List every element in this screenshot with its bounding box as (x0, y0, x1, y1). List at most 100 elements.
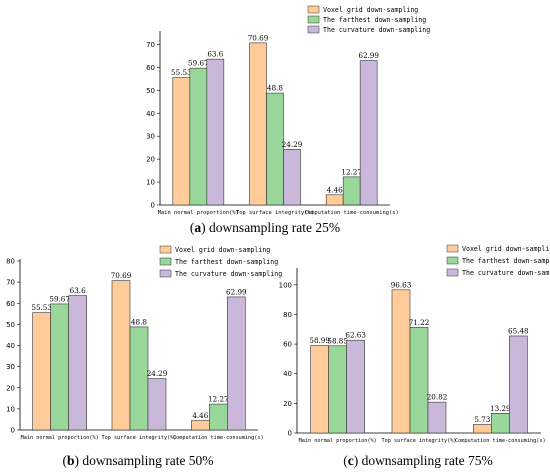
y-tick-label: 0 (288, 430, 292, 438)
category-label: Computation time-consuming(s) (455, 438, 546, 444)
bar-1 (32, 312, 51, 431)
data-label: 48.8 (267, 84, 283, 93)
bar-2 (266, 92, 284, 206)
data-label: 58.99 (309, 336, 330, 345)
y-tick-label: 70 (6, 279, 15, 287)
legend-swatch-3 (159, 269, 172, 278)
legend-swatch-3 (307, 25, 320, 34)
category-label: Main normal proportion(%) (158, 210, 239, 216)
caption-panel-letter: a (194, 220, 201, 235)
bar-1 (391, 289, 411, 434)
caption-open-paren: ( (343, 453, 348, 468)
bar-2 (491, 413, 510, 434)
bar-1 (325, 194, 344, 206)
caption-close-paren: ) (354, 453, 362, 468)
caption-text: downsampling rate 25% (209, 220, 340, 235)
legend-label-2: The farthest down-sampling (323, 16, 426, 24)
y-tick-label: 20 (6, 384, 15, 392)
legend-label-1: Voxel grid down-sampling (323, 6, 418, 14)
y-tick-label: 70 (146, 41, 155, 49)
caption-open-paren: ( (62, 453, 67, 468)
category-label: Computation time-consuming(s) (305, 210, 399, 216)
data-label: 12.27 (341, 167, 362, 176)
legend-swatch-1 (159, 245, 172, 254)
legend-label-3: The curvature down-sampling (323, 26, 430, 34)
data-label: 20.82 (427, 393, 448, 402)
y-tick-label: 60 (283, 341, 292, 349)
legend-swatch-1 (446, 244, 459, 253)
bar-1 (172, 77, 191, 206)
data-label: 70.69 (248, 33, 269, 42)
bar-2 (129, 326, 149, 431)
bar-1 (111, 280, 131, 431)
y-tick-label: 0 (11, 427, 15, 435)
caption-text: downsampling rate 75% (362, 453, 493, 468)
data-label: 48.8 (131, 317, 147, 326)
legend-label-2: The farthest down-sampling (175, 258, 278, 266)
data-label: 62.63 (345, 331, 366, 340)
bar-3 (68, 295, 87, 431)
y-tick-label: 30 (6, 363, 15, 371)
y-tick-label: 50 (146, 87, 155, 95)
data-label: 5.73 (474, 415, 490, 424)
legend-swatch-3 (446, 268, 459, 277)
bar-3 (359, 60, 378, 206)
data-label: 58.85 (327, 336, 348, 345)
data-label: 55.53 (31, 303, 52, 312)
caption-close-paren: ) (201, 220, 209, 235)
bar-2 (189, 67, 208, 206)
data-label: 13.29 (490, 404, 511, 413)
y-tick-label: 60 (6, 300, 15, 308)
data-label: 96.63 (391, 280, 412, 289)
caption-panel-letter: b (67, 453, 75, 468)
bar-3 (147, 378, 167, 431)
y-tick-label: 10 (146, 179, 155, 187)
legend-label-1: Voxel grid down-sampling (462, 245, 550, 253)
bar-2 (328, 345, 347, 434)
data-label: 63.6 (207, 50, 223, 59)
y-tick-label: 20 (283, 400, 292, 408)
category-label: Computation time-consuming(s) (173, 435, 264, 441)
y-tick-label: 0 (151, 202, 155, 210)
bar-3 (427, 401, 447, 434)
data-label: 4.46 (327, 185, 343, 194)
data-label: 24.29 (282, 140, 303, 149)
panel-caption: (a) downsampling rate 25% (190, 220, 340, 235)
caption-open-paren: ( (190, 220, 195, 235)
y-tick-label: 20 (146, 156, 155, 164)
data-label: 24.29 (147, 369, 168, 378)
data-label: 65.48 (508, 326, 529, 335)
bar-1 (249, 42, 267, 206)
data-label: 12.27 (208, 395, 229, 404)
category-label: Main normal proportion(%) (21, 435, 99, 441)
data-label: 62.99 (358, 51, 379, 60)
legend-label-3: The curvature down-sampling (175, 270, 282, 278)
bar-1 (310, 345, 329, 434)
y-tick-label: 10 (6, 405, 15, 413)
data-label: 4.46 (192, 411, 208, 420)
category-label: Top surface integrity(%) (102, 435, 177, 441)
caption-panel-letter: c (348, 453, 354, 468)
bar-2 (409, 327, 429, 434)
caption-text: downsampling rate 50% (82, 453, 213, 468)
data-label: 70.69 (111, 271, 132, 280)
y-tick-label: 100 (279, 281, 292, 289)
data-label: 62.99 (226, 287, 247, 296)
y-tick-label: 30 (146, 133, 155, 141)
bar-2 (342, 176, 361, 206)
chart-panel-a: 0 10 20 30 40 50 60 70 55.53 59.67 63.6 Main normal… (146, 5, 430, 235)
y-tick-label: 40 (283, 370, 292, 378)
category-label: Top surface integrity(%) (236, 210, 314, 216)
data-label: 63.6 (70, 286, 86, 295)
legend-label-3: The curvature down-sampling (462, 269, 550, 277)
legend-label-2: The farthest down-sampling (462, 257, 550, 265)
legend-swatch-1 (307, 5, 320, 14)
bar-3 (509, 335, 528, 434)
bar-1 (473, 424, 492, 434)
caption-close-paren: ) (74, 453, 82, 468)
category-label: Top surface integrity(%) (382, 438, 457, 444)
bar-1 (191, 420, 210, 431)
